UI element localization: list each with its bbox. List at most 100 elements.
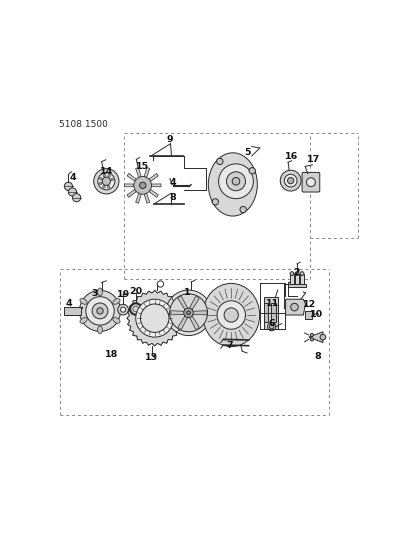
Circle shape — [268, 322, 276, 331]
Bar — [288, 284, 306, 287]
Polygon shape — [189, 315, 199, 329]
Text: 20: 20 — [129, 287, 142, 296]
Text: 10: 10 — [310, 310, 323, 319]
Ellipse shape — [98, 326, 102, 334]
Circle shape — [300, 272, 304, 276]
Circle shape — [121, 307, 126, 312]
Text: 5108 1500: 5108 1500 — [59, 120, 108, 129]
Polygon shape — [127, 290, 182, 346]
Circle shape — [306, 178, 315, 187]
Circle shape — [232, 177, 240, 185]
Text: 19: 19 — [116, 290, 130, 299]
Circle shape — [170, 294, 208, 332]
Circle shape — [69, 188, 77, 196]
Polygon shape — [178, 315, 188, 329]
Text: 9: 9 — [166, 135, 173, 144]
Text: 5: 5 — [244, 148, 250, 157]
Circle shape — [92, 303, 108, 319]
Circle shape — [86, 297, 114, 325]
Polygon shape — [135, 193, 141, 203]
Circle shape — [310, 333, 313, 336]
Text: 15: 15 — [136, 162, 149, 171]
Polygon shape — [149, 189, 158, 197]
Ellipse shape — [98, 288, 102, 296]
Circle shape — [290, 303, 298, 311]
Text: 14: 14 — [100, 167, 113, 176]
Text: 1: 1 — [184, 288, 190, 297]
Circle shape — [270, 325, 274, 329]
Circle shape — [100, 177, 102, 180]
Text: 7: 7 — [226, 341, 233, 350]
Circle shape — [94, 168, 119, 194]
Polygon shape — [151, 184, 161, 187]
Ellipse shape — [208, 153, 257, 216]
Polygon shape — [192, 311, 208, 315]
Circle shape — [249, 167, 255, 174]
Circle shape — [219, 164, 253, 199]
Text: 12: 12 — [303, 300, 316, 309]
Polygon shape — [144, 167, 150, 177]
Text: 18: 18 — [105, 350, 118, 359]
Polygon shape — [309, 332, 323, 343]
Ellipse shape — [80, 318, 87, 323]
Circle shape — [100, 182, 102, 184]
Circle shape — [217, 158, 223, 165]
Bar — [300, 273, 304, 284]
Polygon shape — [170, 311, 185, 315]
Ellipse shape — [113, 298, 120, 304]
Text: 17: 17 — [307, 155, 320, 164]
Circle shape — [118, 304, 129, 315]
Circle shape — [290, 272, 294, 276]
Circle shape — [134, 176, 151, 194]
Circle shape — [166, 290, 211, 336]
Polygon shape — [124, 184, 134, 187]
Circle shape — [310, 338, 313, 341]
Text: 4: 4 — [169, 177, 176, 187]
Polygon shape — [178, 296, 188, 311]
Bar — [264, 303, 268, 322]
Polygon shape — [127, 189, 136, 197]
Circle shape — [186, 311, 191, 314]
Ellipse shape — [203, 284, 259, 346]
Circle shape — [184, 308, 193, 318]
Text: 2: 2 — [294, 269, 300, 278]
Circle shape — [320, 334, 326, 340]
Ellipse shape — [113, 318, 120, 323]
Polygon shape — [127, 173, 136, 181]
Circle shape — [217, 301, 246, 329]
Polygon shape — [144, 193, 150, 203]
Circle shape — [288, 177, 294, 184]
Polygon shape — [135, 167, 141, 177]
Circle shape — [80, 290, 121, 332]
Circle shape — [98, 173, 115, 190]
Bar — [290, 273, 294, 284]
Circle shape — [107, 185, 110, 188]
Text: 13: 13 — [145, 352, 158, 361]
Bar — [64, 307, 81, 314]
Bar — [264, 297, 278, 329]
Circle shape — [212, 199, 218, 205]
Text: 8: 8 — [315, 352, 322, 361]
Text: 8: 8 — [169, 192, 176, 201]
Circle shape — [140, 182, 146, 189]
Text: 3: 3 — [91, 289, 98, 298]
Circle shape — [73, 193, 81, 202]
Polygon shape — [189, 296, 199, 311]
Polygon shape — [149, 173, 158, 181]
Circle shape — [64, 182, 73, 190]
Circle shape — [240, 206, 246, 213]
Bar — [271, 303, 276, 322]
Circle shape — [280, 170, 301, 191]
Circle shape — [284, 174, 297, 187]
Circle shape — [111, 178, 113, 181]
Bar — [305, 311, 312, 319]
Polygon shape — [286, 299, 306, 315]
Circle shape — [102, 177, 111, 185]
Circle shape — [103, 174, 106, 177]
Text: 4: 4 — [66, 300, 72, 309]
Text: 11: 11 — [266, 300, 279, 309]
Circle shape — [103, 185, 105, 188]
Text: 4: 4 — [69, 173, 76, 182]
Circle shape — [224, 308, 238, 322]
Circle shape — [226, 172, 246, 191]
